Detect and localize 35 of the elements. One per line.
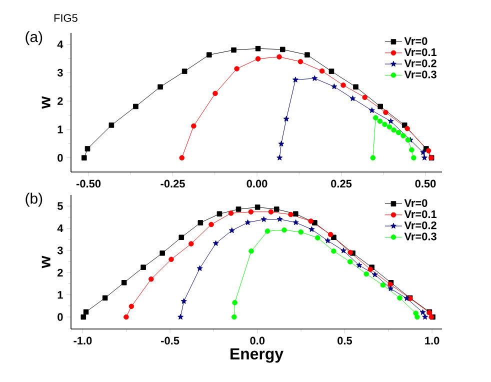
legend-label: Vr=0.2 bbox=[404, 59, 436, 68]
y-tick-label: 0 bbox=[58, 154, 63, 162]
legend-label: Vr=0 bbox=[404, 199, 428, 207]
y-tick-label: 2 bbox=[58, 97, 63, 105]
y-tick-label: 3 bbox=[57, 246, 63, 254]
y-tick-label: 1 bbox=[58, 291, 63, 299]
chart-title: (b) bbox=[26, 192, 42, 207]
y-tick-label: 0 bbox=[58, 313, 63, 321]
x-axis-title: Energy bbox=[230, 348, 284, 363]
y-tick-label: 4 bbox=[57, 40, 64, 48]
x-tick-label: 0.5 bbox=[338, 336, 352, 345]
x-tick-label: 0.25 bbox=[331, 180, 352, 188]
legend-label: Vr=0 bbox=[404, 37, 428, 45]
x-tick-label: 1.0 bbox=[425, 336, 440, 345]
chart-title: (a) bbox=[26, 31, 42, 46]
y-tick-label: 4 bbox=[57, 224, 64, 232]
x-tick-label: -0.50 bbox=[76, 180, 101, 188]
y-tick-label: 2 bbox=[58, 268, 63, 276]
legend-label: Vr=0.3 bbox=[404, 232, 436, 240]
y-tick-label: 5 bbox=[57, 202, 63, 210]
x-tick-label: -1.0 bbox=[74, 336, 92, 345]
legend-label: Vr=0.3 bbox=[404, 70, 436, 78]
x-tick-label: 0.00 bbox=[246, 180, 268, 188]
caption: FIG5 bbox=[54, 14, 78, 22]
y-tick-label: 1 bbox=[58, 126, 63, 134]
legend-label: Vr=0.1 bbox=[404, 48, 437, 56]
y-axis-title: w bbox=[42, 96, 50, 109]
legend-label: Vr=0.2 bbox=[404, 221, 436, 230]
x-tick-label: -0.5 bbox=[161, 336, 180, 345]
y-axis-title: w bbox=[42, 256, 50, 268]
legend-label: Vr=0.1 bbox=[404, 210, 437, 218]
y-tick-label: 3 bbox=[57, 68, 63, 77]
x-tick-label: 0.0 bbox=[250, 336, 265, 345]
x-tick-label: -0.25 bbox=[160, 180, 185, 188]
x-tick-label: 0.50 bbox=[415, 180, 436, 188]
